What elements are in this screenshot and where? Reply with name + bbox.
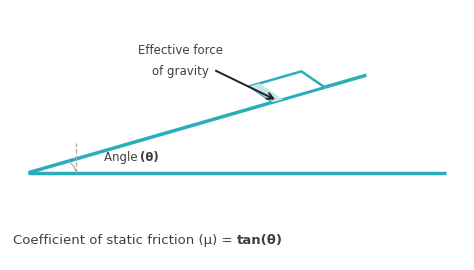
Text: Angle: Angle (104, 151, 142, 164)
Text: of gravity: of gravity (152, 65, 209, 78)
Polygon shape (250, 71, 325, 102)
Text: tan(θ): tan(θ) (237, 234, 283, 247)
Text: (θ): (θ) (140, 151, 159, 164)
Text: Coefficient of static friction (μ) =: Coefficient of static friction (μ) = (13, 234, 237, 247)
Polygon shape (250, 83, 283, 102)
Text: Effective force: Effective force (137, 44, 223, 57)
